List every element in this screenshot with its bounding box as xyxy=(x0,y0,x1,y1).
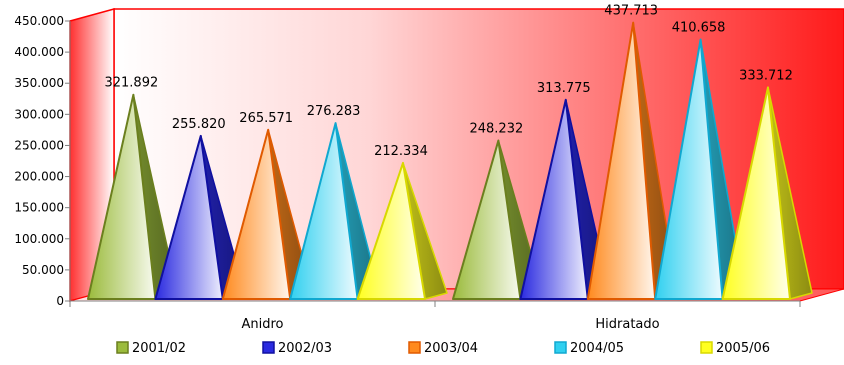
y-axis: 0 50.000 100.000 150.000 200.000 250.000 300.0… xyxy=(14,14,801,308)
pyramid-bar xyxy=(356,161,426,300)
y-tick-label: 300.000 xyxy=(14,107,64,121)
category-label: Hidratado xyxy=(595,317,659,332)
data-label: 410.658 xyxy=(672,20,726,35)
pyramid-bar xyxy=(87,93,157,300)
y-tick-label: 150.000 xyxy=(14,201,64,215)
y-tick-label: 450.000 xyxy=(14,14,64,28)
data-label: 437.713 xyxy=(604,4,658,19)
data-label: 276.283 xyxy=(307,104,361,119)
pyramid-bar xyxy=(221,128,292,300)
plot-area xyxy=(87,21,813,300)
data-label: 212.334 xyxy=(374,144,428,159)
pyramid-bar xyxy=(289,122,359,300)
data-label: 321.892 xyxy=(104,76,158,91)
data-labels: 321.892 255.820 265.571 276.283 212.334 248.2… xyxy=(104,4,792,159)
data-label: 265.571 xyxy=(239,111,293,126)
data-label: 313.775 xyxy=(537,81,591,96)
legend-swatch xyxy=(408,341,421,354)
pyramid-bar xyxy=(586,21,657,300)
pyramid-bar xyxy=(519,98,589,300)
data-label: 255.820 xyxy=(172,117,226,132)
y-tick-label: 350.000 xyxy=(14,76,64,90)
legend-swatch xyxy=(700,341,713,354)
legend-label: 2002/03 xyxy=(278,341,332,356)
legend-swatch xyxy=(262,341,275,354)
legend-label: 2004/05 xyxy=(570,341,624,356)
legend-label: 2003/04 xyxy=(424,341,478,356)
legend: 2001/02 2002/03 2003/04 2004/05 2005/06 xyxy=(116,341,770,356)
category-label: Anidro xyxy=(241,317,283,332)
legend-swatch xyxy=(116,341,129,354)
y-tick-label: 100.000 xyxy=(14,232,64,246)
y-tick-label: 200.000 xyxy=(14,170,64,184)
pyramid-bar xyxy=(654,38,724,300)
pyramid-bar xyxy=(452,139,522,300)
legend-label: 2005/06 xyxy=(716,341,770,356)
legend-label: 2001/02 xyxy=(132,341,186,356)
legend-swatch xyxy=(554,341,567,354)
data-label: 333.712 xyxy=(739,68,793,83)
data-label: 248.232 xyxy=(469,122,523,137)
y-tick-label: 50.000 xyxy=(22,263,64,277)
pyramid-bar xyxy=(154,134,224,300)
y-tick-label: 0 xyxy=(56,294,64,308)
y-tick-label: 250.000 xyxy=(14,138,64,152)
pyramid-bar xyxy=(721,86,791,300)
x-axis: Anidro Hidratado xyxy=(241,317,659,332)
y-tick-label: 400.000 xyxy=(14,45,64,59)
